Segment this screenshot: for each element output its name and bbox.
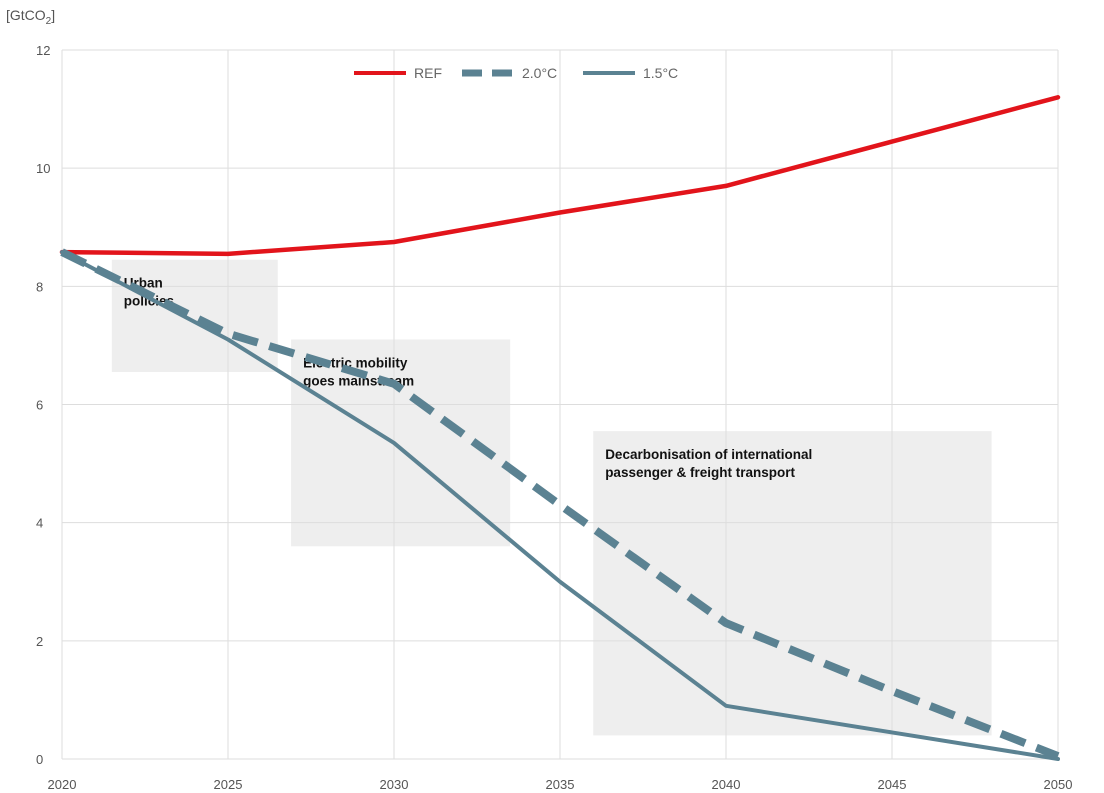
series-line-ref xyxy=(59,95,1061,257)
grid xyxy=(61,49,1059,760)
series-line-1-5-c xyxy=(60,250,1060,761)
x-tick-label: 2040 xyxy=(712,777,741,792)
y-axis-unit-label: [GtCO2] xyxy=(6,7,55,27)
series-lines xyxy=(59,95,1061,761)
y-tick-label: 10 xyxy=(36,161,50,176)
annotation-label: passenger & freight transport xyxy=(605,465,795,480)
annotation-box xyxy=(593,431,992,736)
y-tick-label: 12 xyxy=(36,43,50,58)
y-tick-label: 8 xyxy=(36,279,43,294)
x-tick-label: 2025 xyxy=(214,777,243,792)
legend-label: 1.5°C xyxy=(643,65,678,81)
x-tick-label: 2035 xyxy=(546,777,575,792)
legend-label: 2.0°C xyxy=(522,65,557,81)
x-tick-label: 2050 xyxy=(1044,777,1073,792)
x-tick-label: 2045 xyxy=(878,777,907,792)
annotation-label: Decarbonisation of international xyxy=(605,447,812,462)
legend: REF 2.0°C 1.5°C xyxy=(354,65,678,81)
y-tick-label: 0 xyxy=(36,752,43,767)
y-tick-label: 4 xyxy=(36,516,43,531)
x-tick-label: 2020 xyxy=(48,777,77,792)
y-tick-label: 2 xyxy=(36,634,43,649)
axes: [GtCO2] 0 2 4 6 8 10 12 2020 2025 2030 2035 2040 204… xyxy=(6,7,1072,792)
y-tick-label: 6 xyxy=(36,398,43,413)
x-tick-label: 2030 xyxy=(380,777,409,792)
legend-label: REF xyxy=(414,65,442,81)
